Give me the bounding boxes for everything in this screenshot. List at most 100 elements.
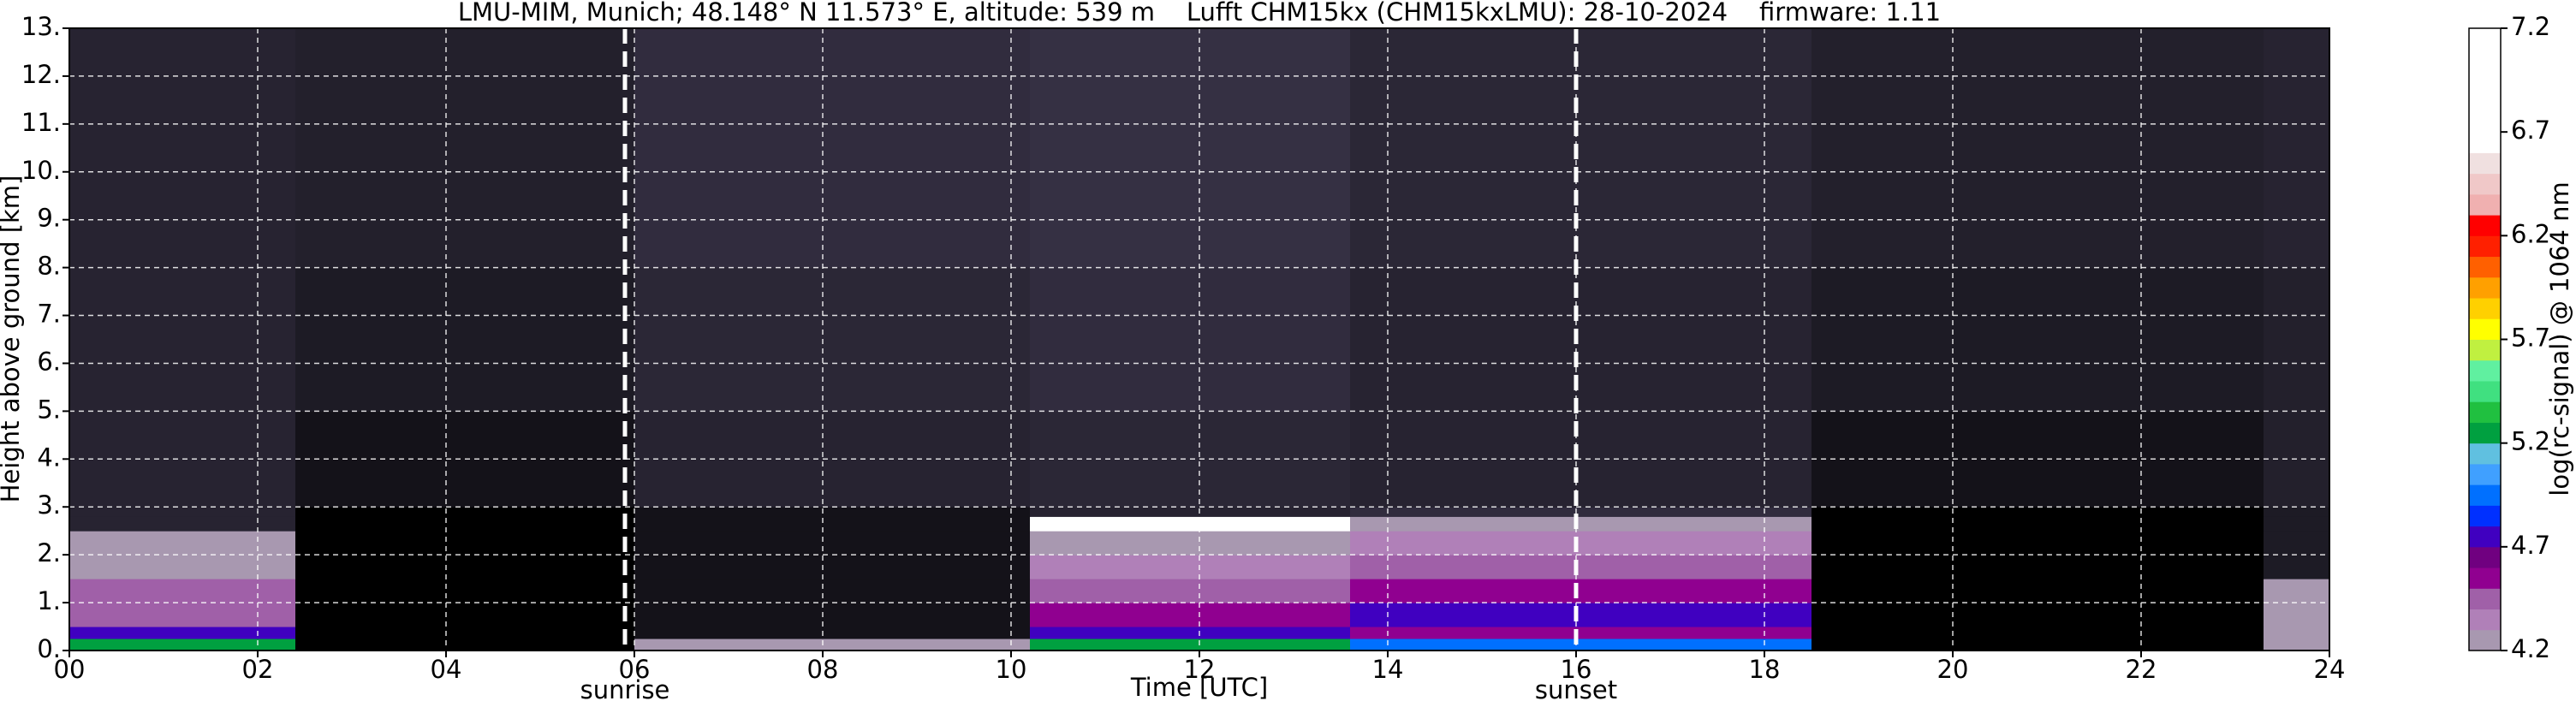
heatmap-cell bbox=[295, 555, 635, 579]
heatmap-cell bbox=[295, 516, 635, 532]
colorbar-segment bbox=[2469, 629, 2501, 651]
colorbar-tick-label: 7.2 bbox=[2511, 12, 2550, 41]
heatmap-cell bbox=[1812, 516, 2264, 532]
colorbar-segment bbox=[2469, 28, 2501, 50]
annotation-label: sunrise bbox=[580, 675, 670, 704]
colorbar-tick-label: 4.7 bbox=[2511, 531, 2550, 560]
colorbar-segment bbox=[2469, 401, 2501, 423]
heatmap-cell bbox=[69, 639, 296, 651]
heatmap-cell bbox=[1812, 267, 2264, 412]
colorbar-segment bbox=[2469, 359, 2501, 382]
heatmap-cell bbox=[634, 603, 1031, 627]
colorbar-segment bbox=[2469, 235, 2501, 258]
colorbar-segment bbox=[2469, 69, 2501, 92]
colorbar-segment bbox=[2469, 546, 2501, 568]
annotation-label: sunset bbox=[1535, 675, 1617, 704]
colorbar-tick-label: 5.2 bbox=[2511, 427, 2550, 456]
heatmap-cell bbox=[1350, 28, 1812, 269]
y-tick-label: 13. bbox=[21, 12, 61, 41]
colorbar-segment bbox=[2469, 422, 2501, 444]
colorbar-tick-label: 4.2 bbox=[2511, 634, 2550, 663]
heatmap-cell bbox=[1350, 627, 1812, 639]
heatmap-cell bbox=[634, 579, 1031, 603]
x-tick-label: 22 bbox=[2126, 655, 2157, 684]
heatmap-cell bbox=[1030, 507, 1351, 517]
heatmap-cell bbox=[69, 507, 296, 517]
heatmap-cell bbox=[2264, 639, 2330, 651]
heatmap-cell bbox=[1030, 531, 1351, 556]
colorbar-segment bbox=[2469, 110, 2501, 133]
heatmap-cell bbox=[634, 516, 1031, 532]
colorbar-segment bbox=[2469, 463, 2501, 485]
heatmap-cell bbox=[2264, 267, 2330, 412]
heatmap-cell bbox=[1812, 555, 2264, 579]
heatmap-cell bbox=[295, 627, 635, 639]
heatmap-cell bbox=[1812, 603, 2264, 627]
y-tick-label: 4. bbox=[37, 443, 61, 472]
heatmap-cell bbox=[1812, 531, 2264, 556]
heatmap-cell bbox=[295, 579, 635, 603]
colorbar-segment bbox=[2469, 505, 2501, 527]
heatmap-cell bbox=[1812, 28, 2264, 269]
colorbar-segment bbox=[2469, 526, 2501, 548]
heatmap-cell bbox=[2264, 531, 2330, 556]
x-tick-label: 16 bbox=[1561, 655, 1592, 684]
heatmap-cell bbox=[2264, 579, 2330, 603]
heatmap-cell bbox=[2264, 28, 2330, 269]
y-tick-label: 9. bbox=[37, 204, 61, 233]
heatmap-cell bbox=[295, 531, 635, 556]
heatmap-cell bbox=[1030, 28, 1351, 269]
heatmap-cell bbox=[2264, 516, 2330, 532]
x-tick-label: 00 bbox=[54, 655, 86, 684]
heatmap-cell bbox=[2264, 507, 2330, 517]
colorbar-label: log(rc-signal) @ 1064 nm bbox=[2545, 181, 2574, 496]
heatmap-cell bbox=[295, 603, 635, 627]
heatmap-cell bbox=[295, 639, 635, 651]
heatmap-cell bbox=[2264, 627, 2330, 639]
heatmap-cell bbox=[634, 267, 1031, 412]
x-tick-label: 20 bbox=[1937, 655, 1969, 684]
heatmap-cell bbox=[1350, 507, 1812, 517]
heatmap-cell bbox=[69, 516, 296, 532]
x-tick-label: 08 bbox=[807, 655, 839, 684]
heatmap-cell bbox=[69, 603, 296, 627]
colorbar-segment bbox=[2469, 484, 2501, 506]
heatmap-cell bbox=[634, 555, 1031, 579]
heatmap-cell bbox=[1030, 267, 1351, 412]
heatmap-cell bbox=[634, 639, 1031, 651]
y-tick-label: 5. bbox=[37, 395, 61, 424]
heatmap-cell bbox=[69, 28, 296, 269]
colorbar-segment bbox=[2469, 152, 2501, 175]
colorbar-tick-label: 5.7 bbox=[2511, 324, 2550, 353]
colorbar-segment bbox=[2469, 298, 2501, 319]
x-tick-label: 12 bbox=[1184, 655, 1216, 684]
colorbar-segment bbox=[2469, 380, 2501, 402]
plot-frame bbox=[68, 27, 2330, 651]
heatmap-cell bbox=[1350, 531, 1812, 556]
x-axis-label: Time [UTC] bbox=[1130, 673, 1268, 702]
heatmap-cell bbox=[1812, 639, 2264, 651]
heatmap-cell bbox=[295, 28, 635, 269]
heatmap-cell bbox=[1030, 627, 1351, 639]
heatmap-cell bbox=[69, 555, 296, 579]
heatmap-cell bbox=[1812, 579, 2264, 603]
heatmap-cell bbox=[634, 28, 1031, 269]
x-tick-label: 24 bbox=[2314, 655, 2346, 684]
colorbar-segment bbox=[2469, 256, 2501, 278]
heatmap-cell bbox=[1350, 579, 1812, 603]
colorbar-tick-label: 6.7 bbox=[2511, 116, 2550, 145]
heatmap-cell bbox=[1030, 555, 1351, 579]
colorbar-segment bbox=[2469, 443, 2501, 465]
heatmap-cell bbox=[69, 267, 296, 412]
colorbar-segment bbox=[2469, 609, 2501, 631]
colorbar-segment bbox=[2469, 215, 2501, 236]
colorbar-segment bbox=[2469, 132, 2501, 153]
heatmap-cell bbox=[634, 531, 1031, 556]
colorbar-segment bbox=[2469, 173, 2501, 195]
y-tick-label: 12. bbox=[21, 60, 61, 89]
y-tick-label: 1. bbox=[37, 586, 61, 615]
y-axis-label: Height above ground [km] bbox=[0, 175, 25, 503]
colorbar-tick-label: 6.2 bbox=[2511, 219, 2550, 248]
